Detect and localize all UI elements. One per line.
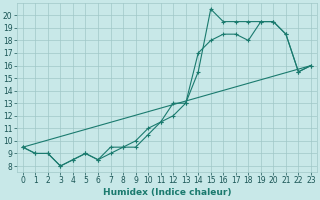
X-axis label: Humidex (Indice chaleur): Humidex (Indice chaleur) [103, 188, 231, 197]
